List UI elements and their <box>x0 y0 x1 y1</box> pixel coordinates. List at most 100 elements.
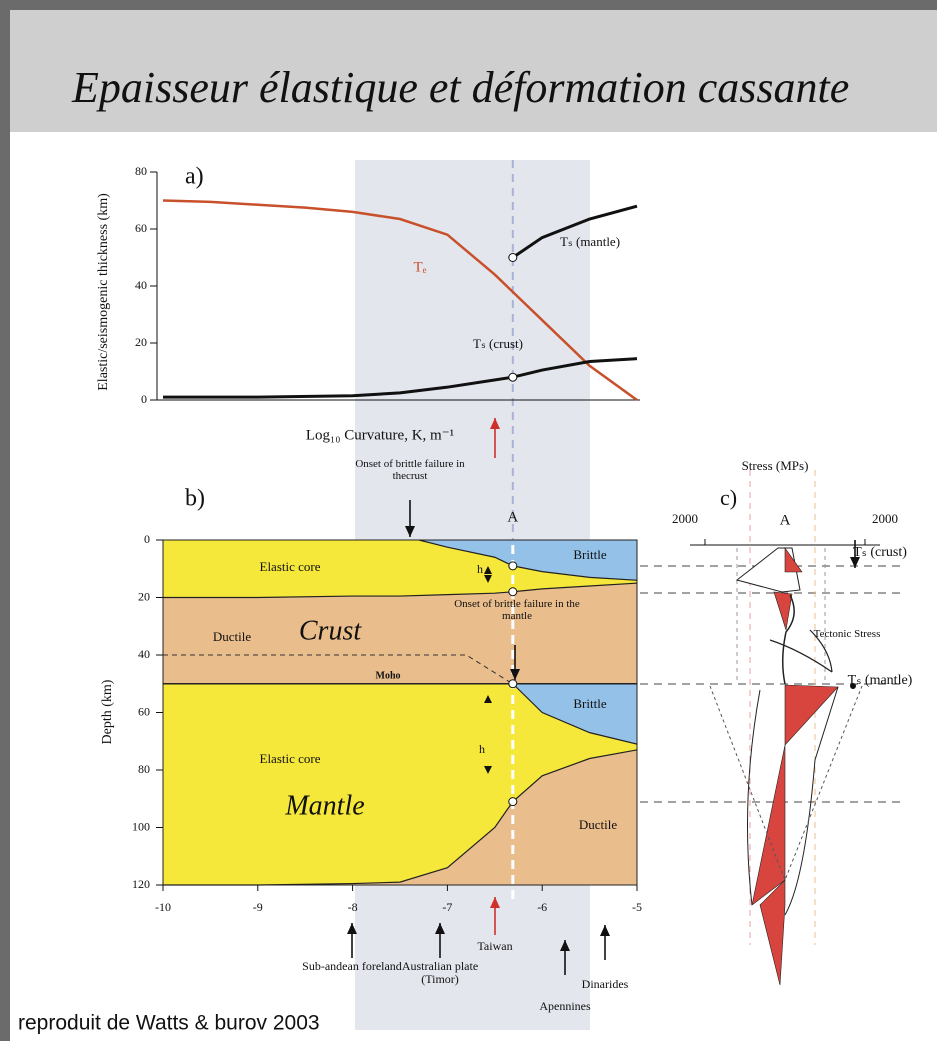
location-label: Apennines <box>539 1000 591 1013</box>
y-tick-label: 40 <box>138 647 150 661</box>
annotation: Onset of brittle failure in thecrust <box>355 458 465 483</box>
y-tick-label: 80 <box>135 164 147 178</box>
stress-fill <box>773 591 793 631</box>
region-label: Brittle <box>573 696 606 711</box>
x-tick-label: 2000 <box>872 511 898 526</box>
ts-crust-arrow-head <box>850 557 860 568</box>
ref-point <box>508 372 518 382</box>
frame-top <box>0 0 937 10</box>
series-label: Tₛ (mantle) <box>560 234 620 249</box>
profile-label: Tₛ (mantle) <box>847 673 913 688</box>
tectonic-arrow <box>769 639 833 673</box>
stress-fill <box>751 744 786 906</box>
profile-label: Tectonic Stress <box>813 628 881 640</box>
location-label: Dinarides <box>581 978 629 991</box>
series-line <box>162 199 638 402</box>
stress-envelope <box>747 686 839 916</box>
h-arrowhead <box>484 695 492 703</box>
onset-crust-arrow-head <box>405 526 415 537</box>
h-arrowhead <box>484 575 492 583</box>
series-line <box>511 204 638 259</box>
region-label: Elastic core <box>260 751 321 766</box>
series-label: Tₛ (crust) <box>473 336 523 351</box>
region-label: Crust <box>299 615 362 646</box>
location-label: Taiwan <box>477 940 513 953</box>
location-arrow-head <box>435 923 445 934</box>
ref-point <box>508 253 518 262</box>
region-label: Moho <box>376 670 401 681</box>
center-label: A <box>780 512 791 528</box>
x-axis-label: Log₁₀ Curvature, K, m⁻¹ <box>306 427 454 443</box>
ref-point <box>508 561 518 571</box>
x-tick-label: -8 <box>348 900 358 914</box>
location-arrow-head <box>600 925 610 936</box>
layer-boundary <box>512 683 638 745</box>
location-arrow-head <box>347 923 357 934</box>
x-tick-label: -10 <box>155 900 171 914</box>
location-label: Australian plate (Timor) <box>401 960 479 987</box>
y-tick-label: 0 <box>141 392 147 406</box>
x-tick-label: 2000 <box>672 511 698 526</box>
profile-label: Tₛ (crust) <box>853 545 907 560</box>
ts-mantle-dot <box>850 683 856 689</box>
annotation: Onset of brittle failure in thecrust <box>355 458 465 483</box>
x-tick-label: -7 <box>442 900 452 914</box>
panel-label: b) <box>185 486 205 512</box>
ref-point <box>508 797 518 807</box>
y-tick-label: 20 <box>138 589 150 603</box>
frame-left <box>0 0 10 1041</box>
ref-point <box>508 679 518 689</box>
y-axis-label: Depth (km) <box>100 679 115 744</box>
series-line <box>163 357 638 399</box>
tectonic-arrow <box>809 629 833 673</box>
x-tick-label: -5 <box>632 900 642 914</box>
title: Epaisseur élastique et déformation cassa… <box>71 63 849 112</box>
layer <box>418 540 637 581</box>
y-tick-label: 0 <box>144 532 150 546</box>
stress-fill <box>759 879 786 986</box>
annotation: Onset of brittle failure in the mantle <box>454 598 580 623</box>
layer-boundary <box>163 582 638 599</box>
y-tick-label: 40 <box>135 278 147 292</box>
location-label: Apennines <box>539 1000 591 1013</box>
onset-mantle-arrow-head <box>510 669 520 680</box>
stress-fill <box>784 684 839 746</box>
y-tick-label: 100 <box>132 819 150 833</box>
panel-label: c) <box>720 485 737 510</box>
y-tick-label: 20 <box>135 335 147 349</box>
region-label: Brittle <box>573 547 606 562</box>
series-label: Tₑ <box>413 259 426 275</box>
x-tick-label: -9 <box>253 900 263 914</box>
h-arrowhead <box>484 566 492 574</box>
location-label: Australian plate (Timor) <box>401 960 479 987</box>
region-label: Ductile <box>579 817 617 832</box>
stress-envelope <box>735 547 801 593</box>
profile-label: Tₛ (crust) <box>853 545 907 560</box>
location-label: Sub-andean foreland <box>302 960 402 973</box>
layer <box>512 683 637 745</box>
stress-curve <box>782 594 795 685</box>
region-label: Mantle <box>284 790 364 821</box>
y-tick-label: 80 <box>138 762 150 776</box>
x-tick-label: -6 <box>537 900 547 914</box>
panel-label: a) <box>185 164 204 190</box>
annotation: Onset of brittle failure in the mantle <box>454 598 580 623</box>
moho-dashed <box>163 654 514 685</box>
title-band <box>10 10 937 132</box>
layer-boundary <box>163 749 638 886</box>
location-arrow-head <box>490 897 500 908</box>
location-arrow-head <box>560 940 570 951</box>
profile-label: Tectonic Stress <box>813 628 881 640</box>
region-label: h <box>477 562 483 576</box>
figure: 0 20 40 60 80 Elastic/seismogenic thickness (… <box>96 160 913 1013</box>
taiwan-arrow-a-head <box>490 418 500 429</box>
h-arrowhead <box>484 766 492 774</box>
stress-fill <box>784 547 803 573</box>
layer <box>163 683 637 885</box>
location-label: Sub-andean foreland <box>302 960 402 973</box>
profile-label: Tₛ (mantle) <box>847 673 913 688</box>
location-label: Taiwan <box>477 940 513 953</box>
location-label: Dinarides <box>581 978 629 991</box>
region-label: Ductile <box>213 629 251 644</box>
